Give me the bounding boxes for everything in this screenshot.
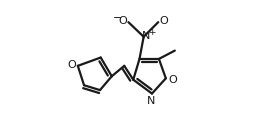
Text: −: − — [113, 13, 123, 23]
Text: O: O — [67, 60, 76, 70]
Text: O: O — [119, 17, 128, 26]
Text: +: + — [148, 28, 155, 37]
Text: O: O — [159, 17, 168, 26]
Text: N: N — [142, 31, 151, 41]
Text: N: N — [146, 96, 155, 106]
Text: O: O — [169, 75, 177, 85]
